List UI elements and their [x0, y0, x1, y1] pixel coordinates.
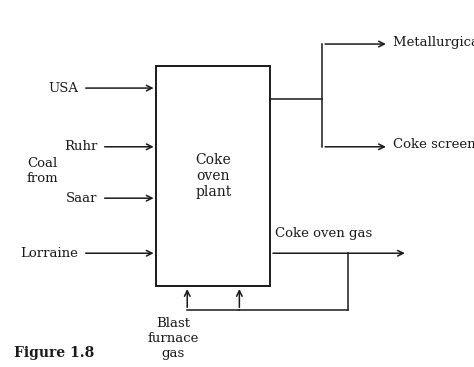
- Text: Figure 1.8: Figure 1.8: [14, 346, 94, 360]
- Bar: [156, 66, 270, 286]
- Text: Coke screenings: Coke screenings: [393, 138, 474, 152]
- Text: Coal
from: Coal from: [27, 157, 58, 185]
- Text: Metallurgical coke: Metallurgical coke: [393, 36, 474, 49]
- Text: Saar: Saar: [66, 192, 97, 205]
- Text: Coke
oven
plant: Coke oven plant: [195, 153, 231, 199]
- Text: Coke oven gas: Coke oven gas: [275, 228, 372, 240]
- Text: Lorraine: Lorraine: [20, 247, 78, 260]
- Text: Blast
furnace
gas: Blast furnace gas: [147, 317, 199, 360]
- Text: USA: USA: [48, 81, 78, 95]
- Text: Ruhr: Ruhr: [64, 140, 97, 153]
